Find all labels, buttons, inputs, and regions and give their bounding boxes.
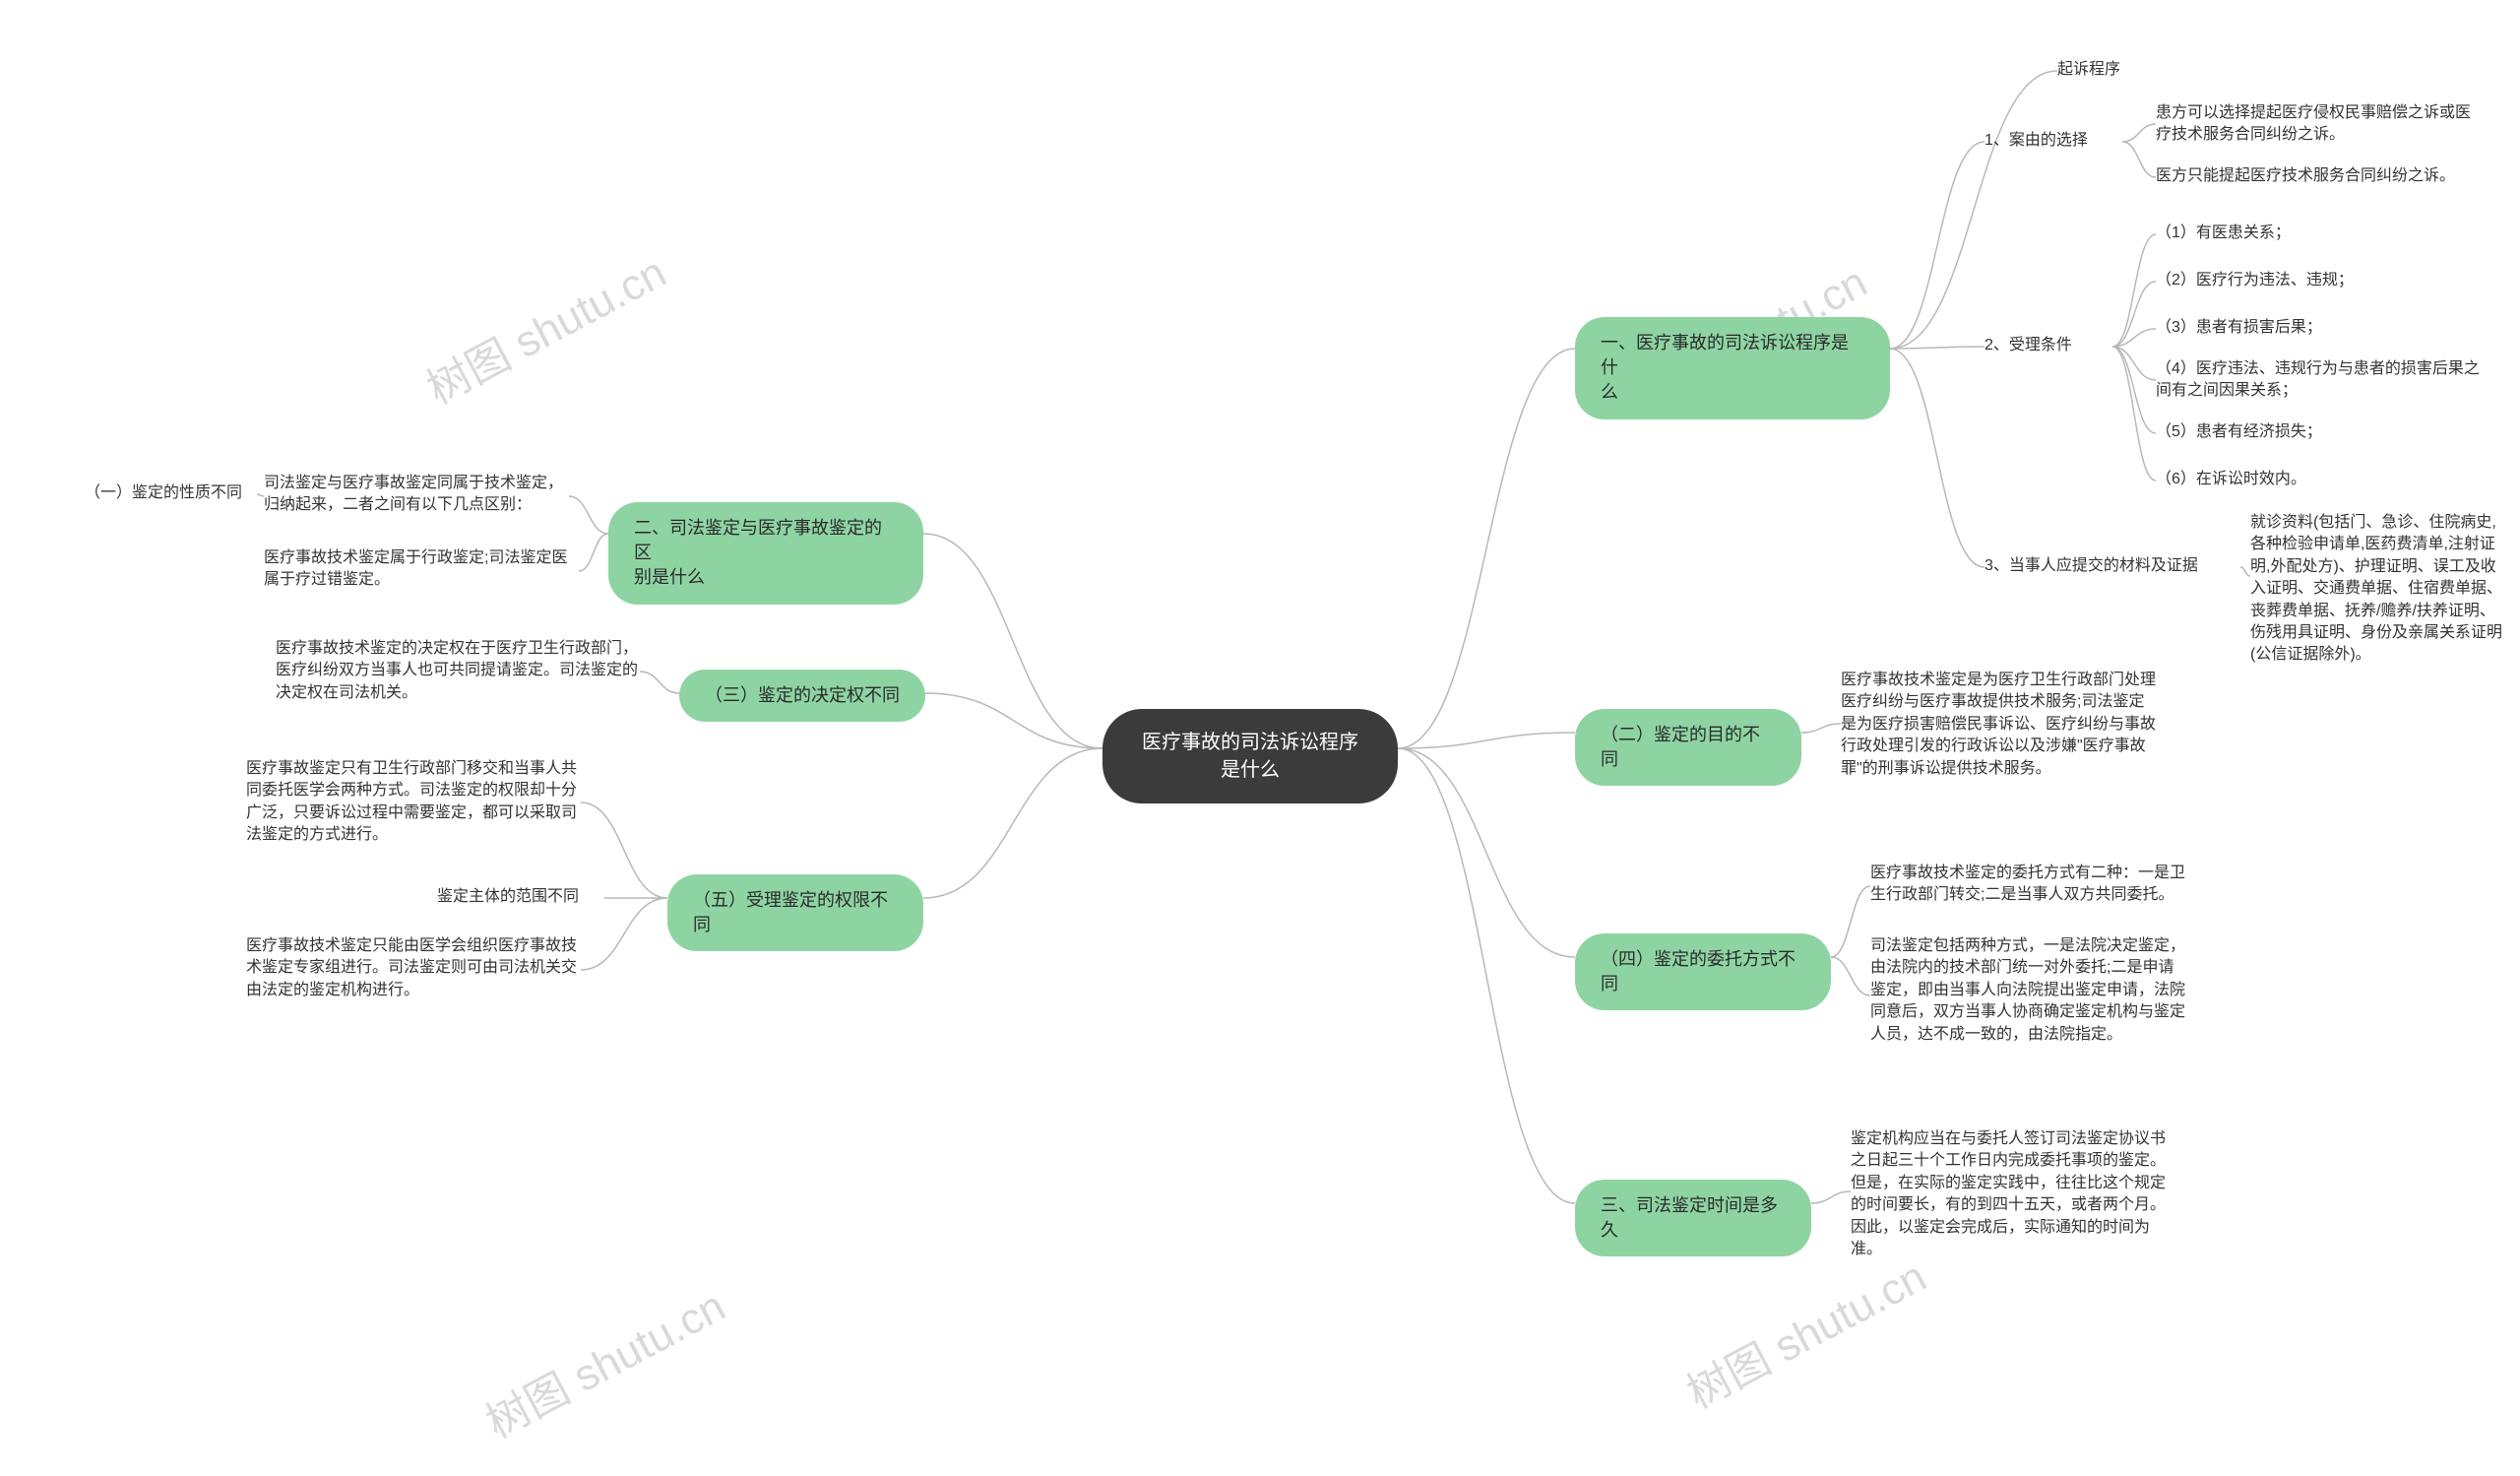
n-r3a: 医疗事故技术鉴定的委托方式有二种：一是卫生行政部门转交;二是当事人双方共同委托。	[1870, 863, 2185, 907]
n-l3: （五）受理鉴定的权限不同	[667, 874, 923, 951]
n-r1: 一、医疗事故的司法诉讼程序是什 么	[1575, 317, 1890, 419]
n-r1-1: 1、案由的选择	[1984, 130, 2122, 152]
n-r1-2e: （5）患者有经济损失；	[2156, 421, 2362, 443]
n-r1-1a: 患方可以选择提起医疗侵权民事赔偿之诉或医疗技术服务合同纠纷之诉。	[2156, 102, 2481, 147]
n-l1a1: （一）鉴定的性质不同	[85, 482, 257, 504]
n-r2: （二）鉴定的目的不同	[1575, 709, 1801, 786]
n-r1-2a: （1）有医患关系；	[2156, 223, 2353, 244]
n-r1-2c: （3）患者有损害后果；	[2156, 317, 2362, 339]
n-l1b: 医疗事故技术鉴定属于行政鉴定;司法鉴定医属于疗过错鉴定。	[264, 547, 579, 592]
n-r1-2d: （4）医疗违法、违规行为与患者的损害后果之间有之间因果关系；	[2156, 358, 2481, 403]
n-l3a: 医疗事故鉴定只有卫生行政部门移交和当事人共同委托医学会两种方式。司法鉴定的权限却…	[246, 758, 581, 847]
n-r1-2b: （2）医疗行为违法、违规；	[2156, 270, 2382, 291]
n-r1-2f: （6）在诉讼时效内。	[2156, 469, 2353, 490]
n-l3b: 鉴定主体的范围不同	[437, 886, 604, 908]
n-l1: 二、司法鉴定与医疗事故鉴定的区 别是什么	[608, 502, 923, 605]
n-r4: 三、司法鉴定时间是多久	[1575, 1180, 1811, 1256]
n-r1-2: 2、受理条件	[1984, 335, 2112, 356]
n-r1-0: 起诉程序	[2057, 59, 2175, 81]
n-l2: （三）鉴定的决定权不同	[679, 670, 925, 722]
n-l2a: 医疗事故技术鉴定的决定权在于医疗卫生行政部门，医疗纠纷双方当事人也可共同提请鉴定…	[276, 638, 640, 704]
n-r4a: 鉴定机构应当在与委托人签订司法鉴定协议书之日起三十个工作日内完成委托事项的鉴定。…	[1851, 1128, 2175, 1260]
n-r1-3: 3、当事人应提交的材料及证据	[1984, 555, 2240, 577]
n-root: 医疗事故的司法诉讼程序 是什么	[1102, 709, 1398, 803]
n-l1a: 司法鉴定与医疗事故鉴定同属于技术鉴定，归纳起来，二者之间有以下几点区别：	[264, 473, 569, 517]
n-r1-1b: 医方只能提起医疗技术服务合同纠纷之诉。	[2156, 165, 2481, 187]
n-l3c: 医疗事故技术鉴定只能由医学会组织医疗事故技术鉴定专家组进行。司法鉴定则可由司法机…	[246, 935, 581, 1001]
n-r3: （四）鉴定的委托方式不同	[1575, 933, 1831, 1010]
n-r1-3a: 就诊资料(包括门、急诊、住院病史,各种检验申请单,医药费清单,注射证明,外配处方…	[2250, 512, 2506, 667]
n-r2a: 医疗事故技术鉴定是为医疗卫生行政部门处理医疗纠纷与医疗事故提供技术服务;司法鉴定…	[1841, 670, 2156, 780]
n-r3b: 司法鉴定包括两种方式，一是法院决定鉴定，由法院内的技术部门统一对外委托;二是申请…	[1870, 935, 2185, 1046]
